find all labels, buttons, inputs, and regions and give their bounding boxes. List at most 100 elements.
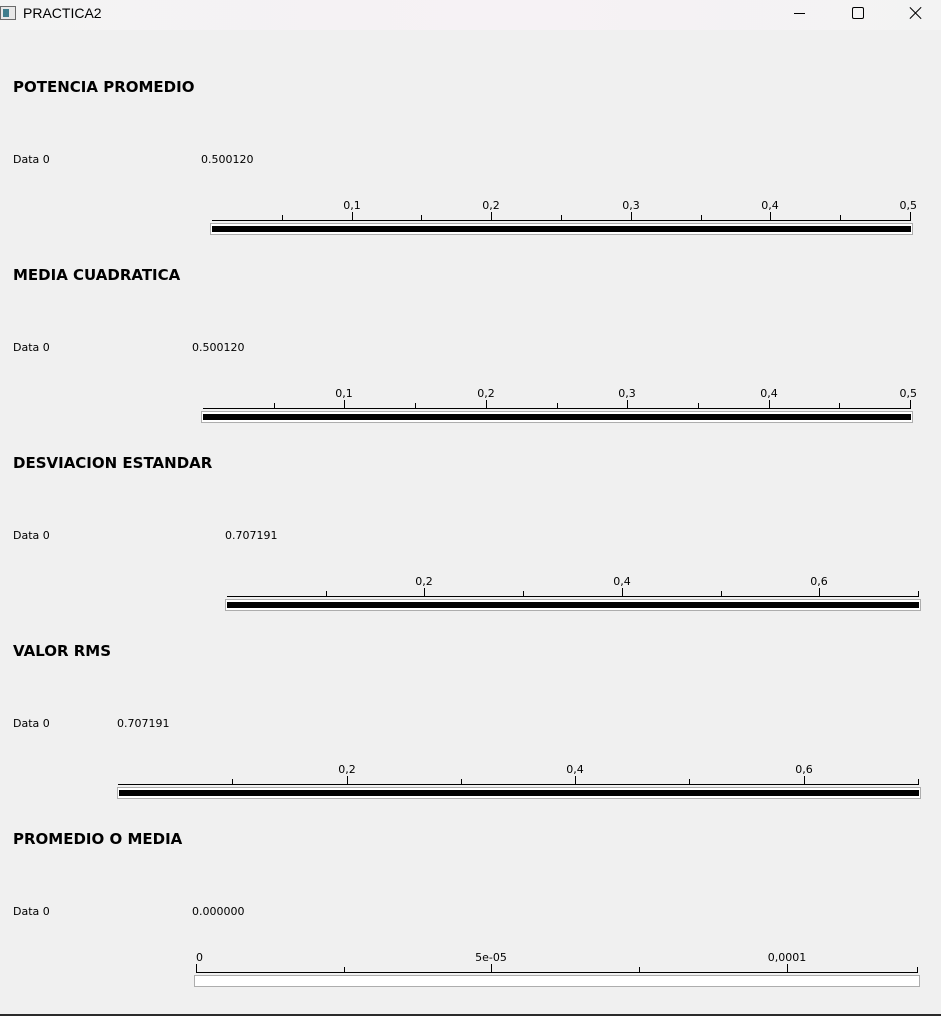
scale-desviacion-estandar: 0,2 0,4 0,6 — [227, 575, 919, 597]
data-label: Data 0 — [13, 717, 50, 730]
scale-valor-rms: 0,2 0,4 0,6 — [118, 763, 919, 785]
meter-valor-rms — [117, 787, 921, 799]
scale-tick-label: 0,1 — [335, 387, 353, 400]
scale-minor-tick — [561, 215, 562, 221]
data-label: Data 0 — [13, 341, 50, 354]
scale-minor-tick — [421, 215, 422, 221]
scale-minor-tick — [557, 403, 558, 409]
scale-major-tick — [424, 588, 425, 597]
scale-major-tick — [910, 400, 911, 409]
scale-major-tick — [196, 964, 197, 973]
meter-media-cuadratica — [201, 411, 913, 423]
scale-tick-label: 0,2 — [338, 763, 356, 776]
scale-tick-label: 0,1 — [343, 199, 361, 212]
scale-minor-tick — [918, 591, 919, 597]
scale-minor-tick — [698, 403, 699, 409]
scale-major-tick — [910, 212, 911, 221]
scale-major-tick — [344, 400, 345, 409]
scale-tick-label: 0,5 — [899, 387, 918, 400]
scale-minor-tick — [523, 591, 524, 597]
scale-major-tick — [622, 588, 623, 597]
window-bottom-edge — [0, 1014, 941, 1016]
section-title-promedio-o-media: PROMEDIO O MEDIA — [13, 830, 183, 848]
scale-tick-label: 0,4 — [760, 387, 778, 400]
scale-major-tick — [575, 776, 576, 785]
scale-potencia-promedio: 0,1 0,2 0,3 0,4 0,5 — [212, 199, 917, 221]
scale-tick-label: 0 — [196, 951, 203, 964]
scale-minor-tick — [232, 779, 233, 785]
scale-media-cuadratica: 0,1 0,2 0,3 0,4 0,5 — [203, 387, 917, 409]
scale-tick-label: 0,3 — [622, 199, 640, 212]
scale-tick-label: 0,2 — [477, 387, 495, 400]
scale-major-tick — [770, 212, 771, 221]
data-value: 0.500120 — [201, 153, 254, 166]
scale-major-tick — [627, 400, 628, 409]
maximize-button[interactable] — [835, 0, 881, 30]
scale-minor-tick — [639, 967, 640, 973]
scale-major-tick — [352, 212, 353, 221]
scale-axis — [227, 596, 919, 597]
meter-desviacion-estandar — [225, 599, 921, 611]
scale-major-tick — [819, 588, 820, 597]
title-bar[interactable]: PRACTICA2 — [0, 0, 941, 30]
section-title-media-cuadratica: MEDIA CUADRATICA — [13, 266, 181, 284]
meter-fill — [227, 602, 919, 608]
window-title: PRACTICA2 — [23, 5, 102, 21]
scale-tick-label: 0,4 — [613, 575, 631, 588]
scale-minor-tick — [326, 591, 327, 597]
scale-tick-label: 0,6 — [810, 575, 828, 588]
meter-fill — [212, 226, 911, 232]
scale-minor-tick — [701, 215, 702, 221]
data-value: 0.707191 — [225, 529, 278, 542]
close-icon — [909, 6, 923, 20]
meter-fill — [119, 790, 919, 796]
data-value: 0.707191 — [117, 717, 170, 730]
scale-minor-tick — [917, 967, 918, 973]
close-button[interactable] — [893, 0, 939, 30]
scale-minor-tick — [282, 215, 283, 221]
meter-promedio-o-media — [194, 975, 920, 987]
scale-major-tick — [631, 212, 632, 221]
data-value: 0.000000 — [192, 905, 245, 918]
scale-minor-tick — [839, 403, 840, 409]
data-label: Data 0 — [13, 153, 50, 166]
scale-tick-label: 0,2 — [482, 199, 500, 212]
scale-tick-label: 0,5 — [899, 199, 918, 212]
scale-major-tick — [491, 964, 492, 973]
scale-axis — [196, 972, 918, 973]
app-icon — [0, 6, 16, 20]
meter-potencia-promedio — [210, 223, 913, 235]
scale-minor-tick — [689, 779, 690, 785]
data-label: Data 0 — [13, 905, 50, 918]
scale-tick-label: 0,2 — [415, 575, 433, 588]
scale-axis — [118, 784, 919, 785]
scale-tick-label: 0,6 — [795, 763, 813, 776]
scale-minor-tick — [461, 779, 462, 785]
scale-major-tick — [486, 400, 487, 409]
scale-minor-tick — [415, 403, 416, 409]
scale-major-tick — [804, 776, 805, 785]
scale-tick-label: 0,0001 — [767, 951, 807, 964]
scale-tick-label: 0,3 — [618, 387, 636, 400]
section-title-potencia-promedio: POTENCIA PROMEDIO — [13, 78, 195, 96]
section-title-valor-rms: VALOR RMS — [13, 642, 112, 660]
data-label: Data 0 — [13, 529, 50, 542]
data-value: 0.500120 — [192, 341, 245, 354]
scale-tick-label: 0,4 — [566, 763, 584, 776]
scale-major-tick — [347, 776, 348, 785]
scale-promedio-o-media: 0 5e-05 0,0001 — [196, 951, 918, 973]
scale-major-tick — [787, 964, 788, 973]
scale-major-tick — [491, 212, 492, 221]
maximize-icon — [852, 7, 864, 19]
section-title-desviacion-estandar: DESVIACION ESTANDAR — [13, 454, 213, 472]
scale-minor-tick — [721, 591, 722, 597]
scale-tick-label: 5e-05 — [475, 951, 507, 964]
scale-minor-tick — [344, 967, 345, 973]
scale-tick-label: 0,4 — [761, 199, 779, 212]
minimize-button[interactable] — [776, 0, 822, 30]
meter-fill — [203, 414, 911, 420]
scale-minor-tick — [274, 403, 275, 409]
scale-minor-tick — [840, 215, 841, 221]
scale-minor-tick — [918, 779, 919, 785]
scale-major-tick — [769, 400, 770, 409]
